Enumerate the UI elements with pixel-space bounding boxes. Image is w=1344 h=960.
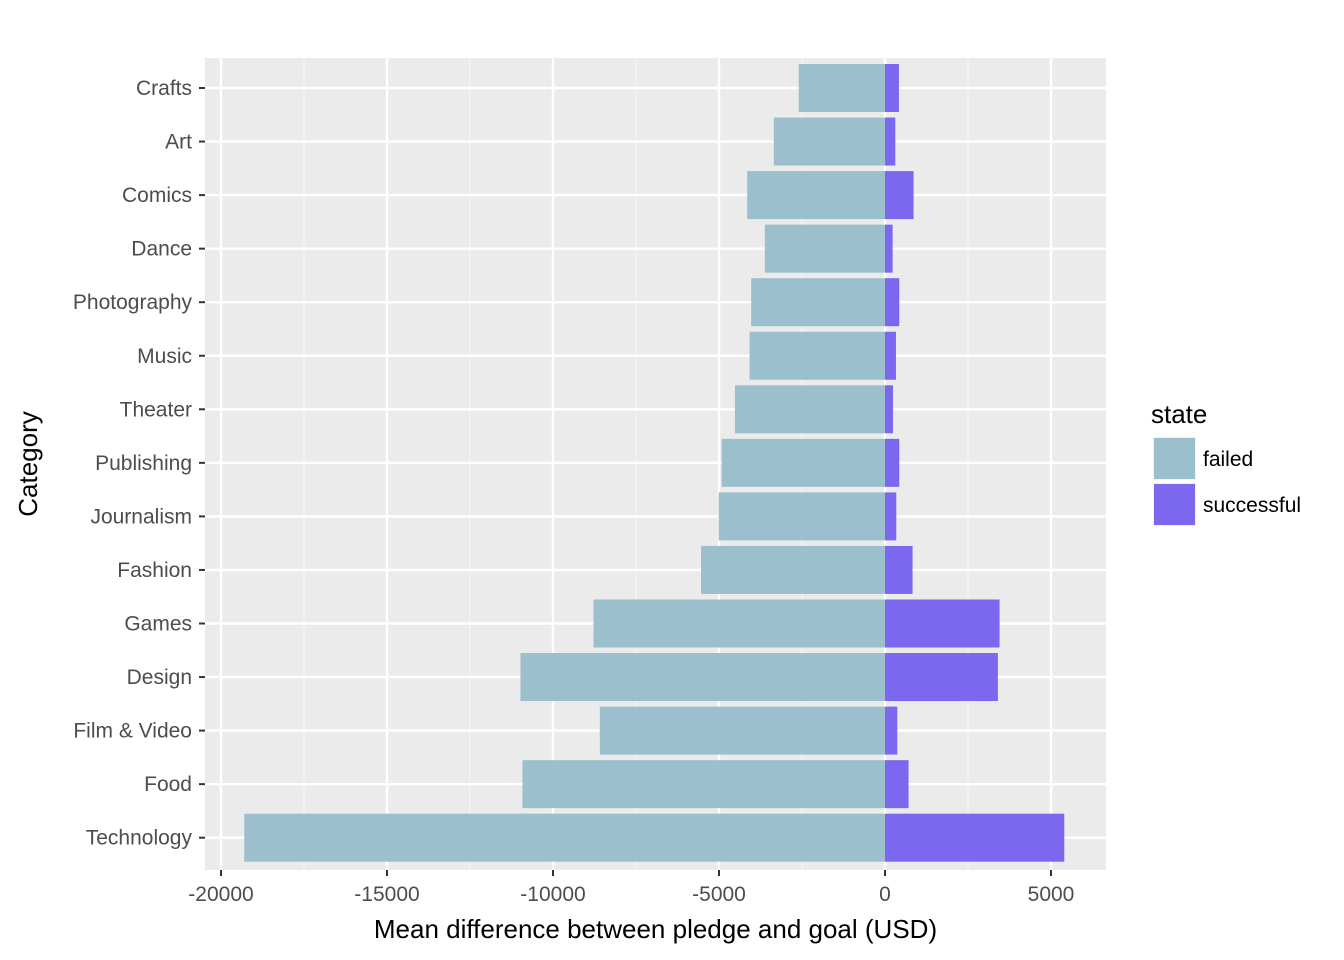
bar-successful-music: [885, 331, 896, 380]
y-tick-label: Fashion: [117, 559, 192, 582]
bar-failed-art: [773, 117, 885, 166]
legend-label-successful: successful: [1203, 494, 1301, 517]
y-tick-label: Comics: [122, 184, 192, 207]
bar-failed-technology: [244, 813, 886, 862]
y-tick-label: Games: [124, 613, 192, 636]
x-axis: -20000 -15000 -10000 -5000 0 5000: [188, 870, 1074, 906]
bar-failed-theater: [734, 385, 885, 434]
bar-failed-food: [522, 760, 885, 809]
bar-failed-publishing: [721, 438, 885, 487]
x-tick-label: 5000: [1028, 883, 1075, 906]
legend: state failed successful: [1151, 399, 1301, 526]
legend-key-failed: [1154, 438, 1195, 479]
y-tick-label: Music: [137, 345, 192, 368]
y-tick-label: Food: [144, 773, 192, 796]
y-tick-label: Crafts: [136, 77, 192, 100]
bar-failed-photography: [751, 278, 885, 327]
bar-successful-food: [885, 760, 909, 809]
y-axis-title: Category: [13, 411, 43, 517]
bar-failed-music: [749, 331, 885, 380]
bar-successful-journalism: [885, 492, 897, 541]
bar-failed-film-video: [599, 706, 885, 755]
bar-successful-comics: [885, 171, 914, 220]
x-tick-label: -15000: [354, 883, 419, 906]
legend-key-successful: [1154, 484, 1195, 525]
y-tick-label: Film & Video: [73, 720, 192, 743]
x-tick-label: -5000: [692, 883, 746, 906]
bar-successful-dance: [885, 224, 893, 273]
bars-layer: [244, 64, 1065, 862]
bar-failed-design: [520, 653, 885, 702]
x-tick-label: -20000: [188, 883, 253, 906]
y-tick-label: Photography: [73, 291, 193, 314]
bar-successful-design: [885, 653, 998, 702]
bar-successful-photography: [885, 278, 900, 327]
y-tick-label: Publishing: [95, 452, 192, 475]
bar-successful-games: [885, 599, 1000, 648]
y-tick-label: Design: [127, 666, 192, 689]
bar-successful-technology: [885, 813, 1065, 862]
bar-successful-theater: [885, 385, 893, 434]
bar-failed-games: [593, 599, 885, 648]
bar-failed-journalism: [718, 492, 885, 541]
x-tick-label: 0: [879, 883, 891, 906]
bar-successful-publishing: [885, 438, 900, 487]
bar-successful-film-video: [885, 706, 898, 755]
bar-failed-comics: [747, 171, 885, 220]
bar-successful-fashion: [885, 545, 913, 594]
x-axis-title: Mean difference between pledge and goal …: [374, 914, 937, 944]
bar-failed-fashion: [701, 545, 885, 594]
legend-label-failed: failed: [1203, 448, 1253, 471]
bar-failed-crafts: [798, 64, 885, 112]
y-axis: Crafts Art Comics Dance Photography Music Thea…: [73, 77, 205, 850]
y-tick-label: Art: [165, 131, 192, 154]
bar-successful-art: [885, 117, 896, 166]
y-tick-label: Theater: [120, 398, 192, 421]
bar-successful-crafts: [885, 64, 899, 112]
x-tick-label: -10000: [520, 883, 585, 906]
bar-failed-dance: [764, 224, 885, 273]
y-tick-label: Technology: [86, 827, 193, 850]
legend-title: state: [1151, 399, 1207, 429]
y-tick-label: Journalism: [90, 505, 192, 528]
y-tick-label: Dance: [131, 238, 192, 261]
